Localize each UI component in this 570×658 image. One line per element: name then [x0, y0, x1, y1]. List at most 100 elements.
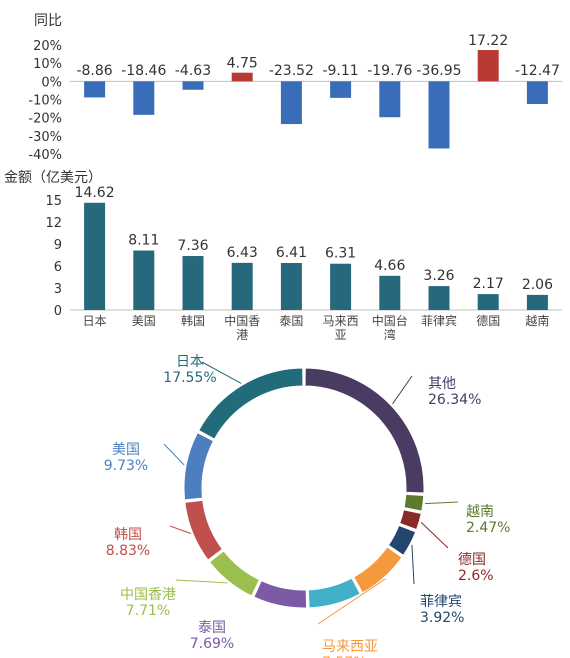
donut-slice [304, 367, 425, 494]
x-tick-label: 越南 [525, 313, 549, 328]
bar [330, 81, 352, 98]
donut-slice [307, 577, 361, 609]
bar [133, 250, 155, 310]
data-label: 3.26 [423, 268, 454, 284]
slice-percent-label: 3.92% [420, 610, 464, 626]
x-tick-label: 中国香 [224, 313, 260, 328]
y-tick-label: 0 [54, 304, 62, 319]
y-tick-label: 0% [41, 75, 62, 90]
bar [330, 263, 352, 310]
slice-name-label: 泰国 [198, 620, 226, 636]
bar [379, 275, 401, 310]
bar [182, 81, 204, 90]
bar [379, 81, 401, 118]
slice-name-label: 马来西亚 [322, 639, 378, 655]
donut-slice [184, 499, 224, 561]
x-tick-label: 泰国 [279, 314, 303, 328]
amount-bar-chart: 金额（亿美元） 0 3 6 9 12 15 14.62 日本 8.11 美国 7.36 韩国 6.43 中国… [4, 170, 562, 340]
x-tick-label: 日本 [83, 314, 107, 328]
y-axis-title: 金额（亿美元） [4, 170, 102, 186]
data-label: 4.66 [374, 258, 405, 274]
x-tick-label: 菲律宾 [421, 313, 457, 328]
y-tick-label: 15 [45, 194, 62, 209]
donut-slice [353, 546, 403, 594]
leader-line [317, 578, 386, 625]
bar [231, 72, 253, 82]
slice-percent-label: 17.55% [163, 370, 216, 386]
slice-name-label: 其他 [428, 376, 456, 392]
data-label: -36.95 [416, 63, 461, 79]
y-tick-label: -10% [28, 94, 62, 109]
slice-name-label: 美国 [112, 442, 140, 458]
data-label: 2.17 [473, 276, 504, 292]
y-tick-label: 20% [33, 39, 62, 54]
bar [477, 294, 499, 310]
donut-slice [208, 550, 261, 597]
donut-slice [403, 493, 425, 512]
x-tick-label: 湾 [384, 327, 396, 340]
donut-slice [253, 579, 308, 609]
x-tick-label: 德国 [476, 313, 500, 328]
data-label: 4.75 [227, 56, 258, 72]
leader-line [163, 443, 185, 466]
bar [280, 262, 302, 310]
donut-slice [399, 509, 422, 531]
data-label: -12.47 [515, 63, 560, 79]
x-tick-label: 韩国 [181, 313, 205, 328]
bar [84, 81, 106, 98]
data-label: -19.76 [367, 63, 412, 79]
data-label: 6.43 [227, 245, 258, 261]
data-label: 6.31 [325, 246, 356, 262]
x-tick-label: 中国台 [372, 313, 408, 328]
y-tick-label: 3 [54, 282, 62, 297]
y-tick-label: -20% [28, 112, 62, 127]
bar [526, 294, 548, 310]
data-label: 14.62 [75, 185, 115, 201]
y-tick-label: 9 [54, 238, 62, 253]
y-tick-label: -40% [28, 148, 62, 163]
slice-name-label: 越南 [466, 504, 494, 520]
donut-slice [183, 432, 215, 501]
bar [526, 81, 548, 104]
slice-percent-label: 2.47% [466, 520, 510, 536]
leader-line [420, 521, 449, 549]
y-axis-title: 同比 [34, 13, 62, 29]
data-label: 2.06 [522, 277, 553, 293]
leader-line [169, 525, 191, 534]
slice-name-label: 德国 [458, 552, 486, 568]
bar [280, 81, 302, 125]
slice-percent-label: 9.73% [104, 458, 148, 474]
slice-percent-label: 7.57% [322, 655, 366, 658]
slice-percent-label: 2.6% [458, 568, 494, 584]
x-tick-label: 马来西 [323, 314, 359, 328]
slice-percent-label: 26.34% [428, 392, 481, 408]
x-tick-label: 港 [236, 328, 248, 340]
data-label: 6.41 [276, 245, 307, 261]
data-label: -18.46 [121, 63, 166, 79]
slice-name-label: 韩国 [114, 527, 142, 543]
y-tick-label: -30% [28, 130, 62, 145]
bar [84, 202, 106, 310]
slice-name-label: 日本 [176, 354, 204, 370]
leader-line [201, 361, 242, 384]
data-label: -8.86 [76, 63, 112, 79]
slice-percent-label: 7.69% [190, 636, 234, 652]
data-label: -23.52 [269, 63, 314, 79]
leader-line [411, 544, 415, 585]
x-tick-label: 美国 [132, 314, 156, 328]
slice-percent-label: 7.71% [126, 603, 170, 619]
bar [428, 81, 450, 149]
data-label: -4.63 [175, 63, 211, 79]
leader-line [175, 579, 228, 584]
y-tick-label: 10% [33, 57, 62, 72]
x-tick-label: 亚 [335, 328, 347, 340]
data-label: 7.36 [177, 238, 208, 254]
data-label: 8.11 [128, 233, 159, 249]
bar [428, 286, 450, 310]
slice-name-label: 菲律宾 [420, 594, 462, 610]
slice-percent-label: 8.83% [106, 543, 150, 559]
donut-slice [387, 524, 417, 557]
leader-line [392, 375, 413, 405]
